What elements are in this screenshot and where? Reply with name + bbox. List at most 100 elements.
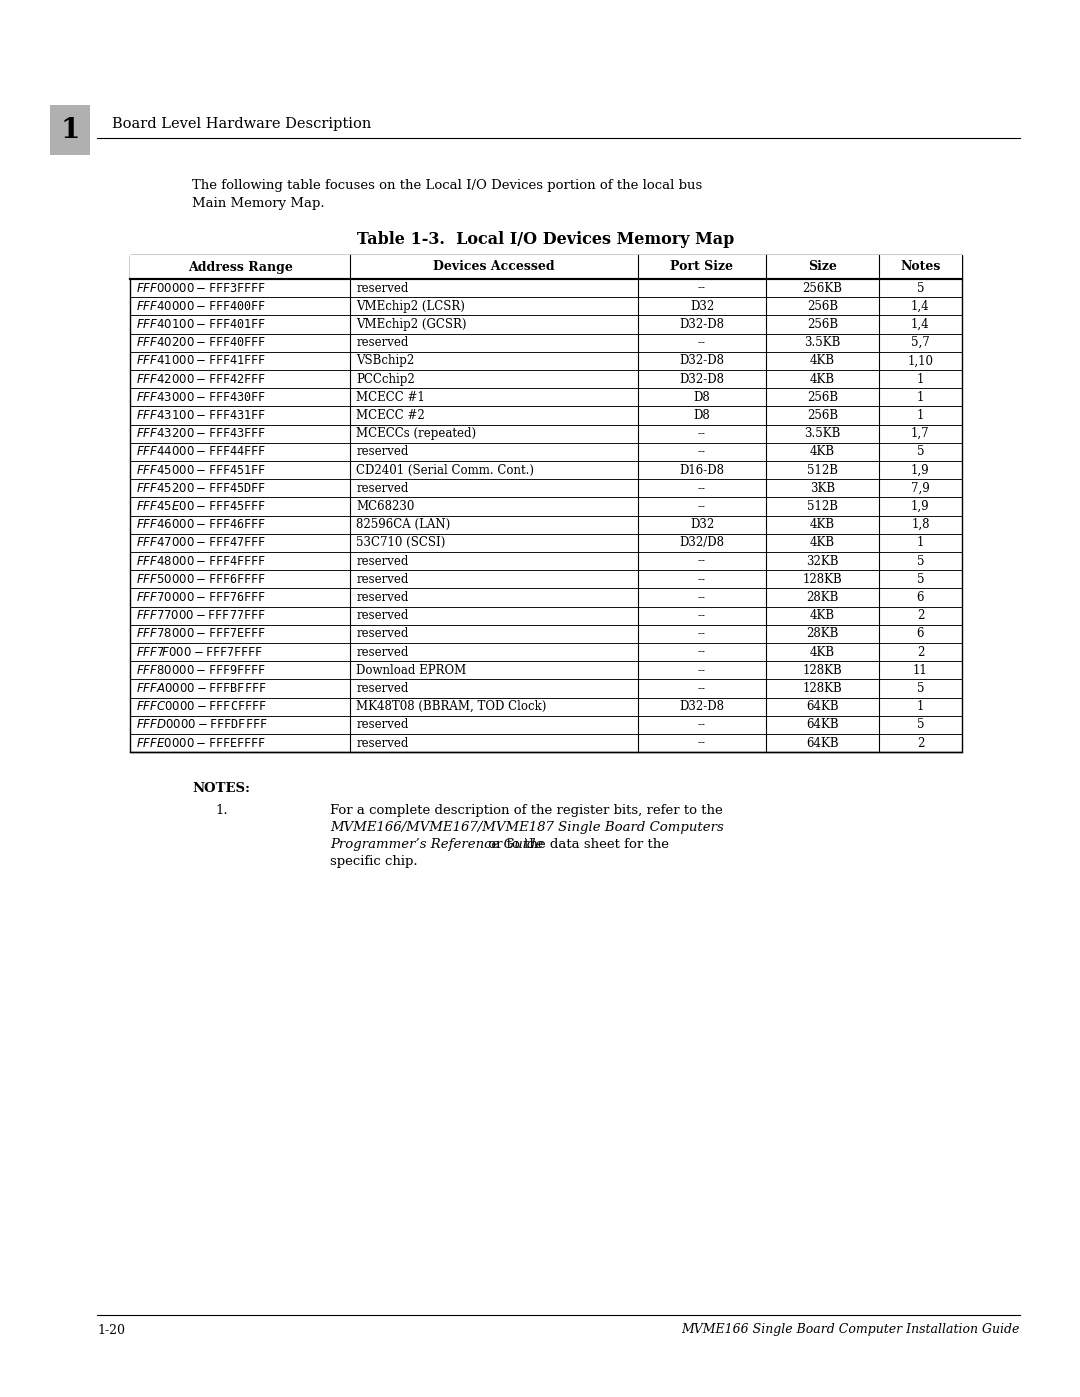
Text: 4KB: 4KB (810, 373, 835, 386)
Text: 64KB: 64KB (807, 718, 839, 732)
Text: $FFFA0000 - $FFFBFFFF: $FFFA0000 - $FFFBFFFF (136, 682, 267, 694)
Text: 5,7: 5,7 (912, 337, 930, 349)
Text: VSBchip2: VSBchip2 (356, 355, 415, 367)
Text: 4KB: 4KB (810, 518, 835, 531)
Text: 256B: 256B (807, 319, 838, 331)
Text: 512B: 512B (807, 464, 838, 476)
Text: 2: 2 (917, 609, 924, 622)
Text: 5: 5 (917, 555, 924, 567)
Text: $FFF43000 - $FFF430FF: $FFF43000 - $FFF430FF (136, 391, 266, 404)
Text: D8: D8 (693, 409, 711, 422)
Text: Port Size: Port Size (671, 260, 733, 274)
Text: --: -- (698, 573, 706, 585)
Bar (130, 256, 962, 752)
Text: 64KB: 64KB (807, 736, 839, 750)
Text: 82596CA (LAN): 82596CA (LAN) (356, 518, 450, 531)
Text: reserved: reserved (356, 446, 409, 458)
Text: NOTES:: NOTES: (192, 782, 249, 795)
Text: $FFF46000 - $FFF46FFF: $FFF46000 - $FFF46FFF (136, 518, 266, 531)
Text: reserved: reserved (356, 627, 409, 640)
Text: $FFF00000 - $FFF3FFFF: $FFF00000 - $FFF3FFFF (136, 282, 266, 295)
Text: 1: 1 (60, 116, 80, 144)
Text: 1-20: 1-20 (97, 1323, 125, 1337)
Text: MCECC #2: MCECC #2 (356, 409, 426, 422)
Text: reserved: reserved (356, 482, 409, 495)
Text: 4KB: 4KB (810, 446, 835, 458)
Text: $FFF43200 - $FFF43FFF: $FFF43200 - $FFF43FFF (136, 427, 266, 440)
Text: 1: 1 (917, 700, 924, 714)
Text: 128KB: 128KB (802, 664, 842, 676)
Text: 128KB: 128KB (802, 682, 842, 694)
Text: VMEchip2 (GCSR): VMEchip2 (GCSR) (356, 319, 467, 331)
Text: CD2401 (Serial Comm. Cont.): CD2401 (Serial Comm. Cont.) (356, 464, 535, 476)
Text: 5: 5 (917, 573, 924, 585)
Text: reserved: reserved (356, 573, 409, 585)
Text: --: -- (698, 500, 706, 513)
Text: --: -- (698, 718, 706, 732)
Text: $FFF47000 - $FFF47FFF: $FFF47000 - $FFF47FFF (136, 536, 266, 549)
Text: --: -- (698, 446, 706, 458)
Text: $FFFE0000 - $FFFEFFFF: $FFFE0000 - $FFFEFFFF (136, 736, 266, 750)
Text: 1.: 1. (215, 805, 228, 817)
Text: 128KB: 128KB (802, 573, 842, 585)
Text: 1: 1 (917, 409, 924, 422)
Text: Table 1-3.  Local I/O Devices Memory Map: Table 1-3. Local I/O Devices Memory Map (357, 232, 734, 249)
Bar (130, 256, 962, 279)
Text: D32-D8: D32-D8 (679, 319, 725, 331)
Text: 1,4: 1,4 (912, 319, 930, 331)
Text: --: -- (698, 591, 706, 604)
Text: reserved: reserved (356, 682, 409, 694)
Text: 256B: 256B (807, 409, 838, 422)
Text: Main Memory Map.: Main Memory Map. (192, 197, 325, 210)
Text: $FFF50000 - $FFF6FFFF: $FFF50000 - $FFF6FFFF (136, 573, 266, 585)
Text: 2: 2 (917, 736, 924, 750)
Text: 53C710 (SCSI): 53C710 (SCSI) (356, 536, 446, 549)
Text: reserved: reserved (356, 282, 409, 295)
Text: --: -- (698, 482, 706, 495)
Text: Download EPROM: Download EPROM (356, 664, 467, 676)
Text: $FFF40200 - $FFF40FFF: $FFF40200 - $FFF40FFF (136, 337, 266, 349)
Text: 6: 6 (917, 627, 924, 640)
Text: $FFF77000 - $FFF77FFF: $FFF77000 - $FFF77FFF (136, 609, 266, 622)
Text: MCECC #1: MCECC #1 (356, 391, 426, 404)
Text: $FFF45200 - $FFF45DFF: $FFF45200 - $FFF45DFF (136, 482, 266, 495)
Text: $FFFC0000 - $FFFCFFFF: $FFFC0000 - $FFFCFFFF (136, 700, 267, 714)
Text: 7,9: 7,9 (912, 482, 930, 495)
Text: For a complete description of the register bits, refer to the: For a complete description of the regist… (330, 805, 723, 817)
Text: 1: 1 (917, 391, 924, 404)
Text: 256B: 256B (807, 391, 838, 404)
Text: --: -- (698, 645, 706, 658)
Text: Notes: Notes (901, 260, 941, 274)
Text: reserved: reserved (356, 337, 409, 349)
Text: $FFF40000 - $FFF400FF: $FFF40000 - $FFF400FF (136, 300, 266, 313)
Text: 512B: 512B (807, 500, 838, 513)
Text: 28KB: 28KB (807, 627, 839, 640)
Text: D32-D8: D32-D8 (679, 700, 725, 714)
Text: D32-D8: D32-D8 (679, 373, 725, 386)
Text: VMEchip2 (LCSR): VMEchip2 (LCSR) (356, 300, 465, 313)
Text: --: -- (698, 664, 706, 676)
Text: MK48T08 (BBRAM, TOD Clock): MK48T08 (BBRAM, TOD Clock) (356, 700, 546, 714)
Text: Devices Accessed: Devices Accessed (433, 260, 555, 274)
Text: 6: 6 (917, 591, 924, 604)
Text: --: -- (698, 555, 706, 567)
Text: reserved: reserved (356, 609, 409, 622)
Text: Address Range: Address Range (188, 260, 293, 274)
Text: Programmer’s Reference Guide: Programmer’s Reference Guide (330, 838, 543, 851)
Text: PCCchip2: PCCchip2 (356, 373, 415, 386)
Text: reserved: reserved (356, 718, 409, 732)
Text: --: -- (698, 609, 706, 622)
Text: --: -- (698, 627, 706, 640)
Text: 1,4: 1,4 (912, 300, 930, 313)
Text: 256B: 256B (807, 300, 838, 313)
Text: $FFF70000 - $FFF76FFF: $FFF70000 - $FFF76FFF (136, 591, 266, 604)
Text: --: -- (698, 682, 706, 694)
Text: 5: 5 (917, 718, 924, 732)
Text: --: -- (698, 427, 706, 440)
Text: 1,9: 1,9 (912, 464, 930, 476)
Text: MVME166/MVME167/MVME187 Single Board Computers: MVME166/MVME167/MVME187 Single Board Com… (330, 821, 724, 834)
Text: $FFF80000 - $FFF9FFFF: $FFF80000 - $FFF9FFFF (136, 664, 266, 676)
Text: 3.5KB: 3.5KB (805, 427, 841, 440)
Text: 1: 1 (917, 373, 924, 386)
Text: 256KB: 256KB (802, 282, 842, 295)
